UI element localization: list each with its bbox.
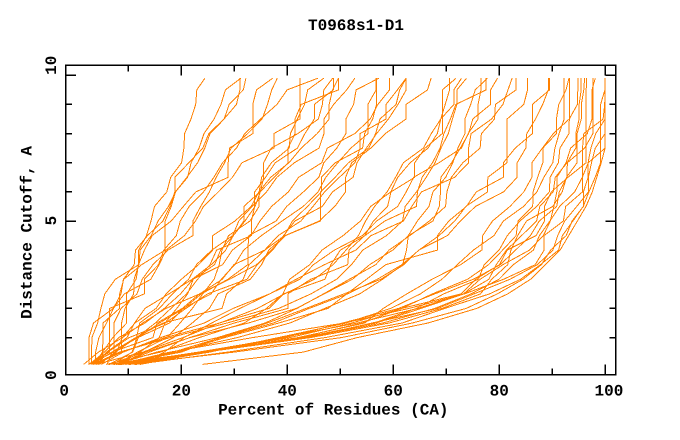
svg-text:5: 5 (43, 216, 61, 226)
svg-text:40: 40 (278, 383, 297, 401)
svg-text:10: 10 (43, 56, 61, 75)
svg-text:60: 60 (384, 383, 403, 401)
svg-text:0: 0 (59, 383, 69, 401)
svg-text:0: 0 (43, 370, 61, 380)
svg-text:20: 20 (172, 383, 191, 401)
svg-text:Distance Cutoff, A: Distance Cutoff, A (19, 146, 37, 319)
svg-text:80: 80 (490, 383, 509, 401)
svg-text:T0968s1-D1: T0968s1-D1 (308, 17, 404, 35)
svg-text:100: 100 (594, 383, 623, 401)
svg-text:Percent of Residues (CA): Percent of Residues (CA) (218, 402, 448, 420)
